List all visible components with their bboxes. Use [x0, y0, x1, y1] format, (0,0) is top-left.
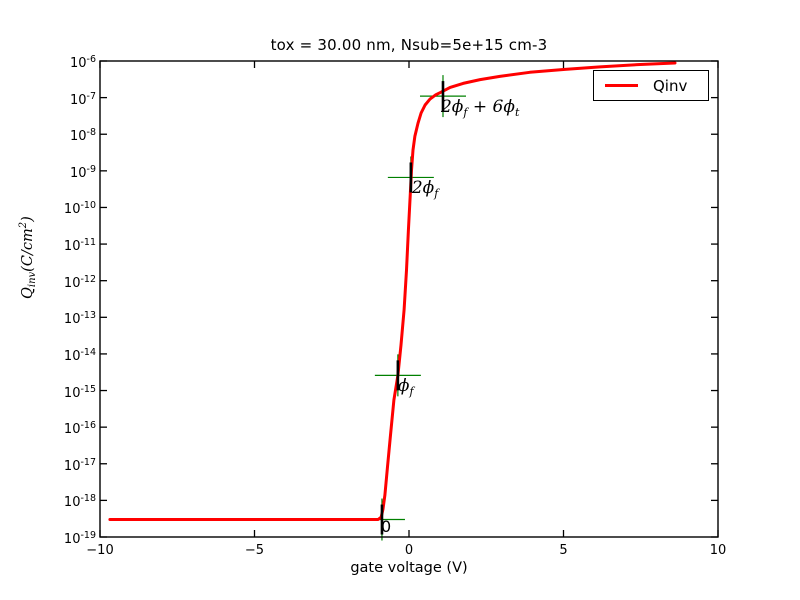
qinv-curve: [108, 61, 677, 521]
annotation-label: 2ϕf + 6ϕt: [440, 97, 520, 120]
legend-line-sample: [605, 84, 638, 87]
annotation-label: ϕf: [397, 376, 414, 399]
plot-border: [99, 60, 719, 538]
y-tick-label: 10-17: [63, 456, 96, 474]
legend: Qinv: [593, 70, 709, 101]
y-tick-label: 10-18: [63, 493, 96, 511]
y-tick-label: 10-14: [63, 346, 96, 364]
y-tick-label: 10-13: [63, 310, 96, 328]
y-tick-label: 10-16: [63, 420, 96, 438]
x-tick-label: 10: [709, 543, 727, 558]
y-tick-label: 10-11: [63, 237, 96, 255]
y-tick-label: 10-19: [63, 530, 96, 547]
y-tick-label: 10-6: [69, 54, 96, 71]
y-tick-label: 10-8: [69, 127, 96, 145]
y-tick-label: 10-10: [63, 200, 96, 218]
x-axis-label: gate voltage (V): [350, 560, 468, 576]
annotation-label: 2ϕf: [411, 178, 439, 201]
x-tick-label: 5: [559, 543, 568, 558]
y-tick-label: 10-9: [69, 163, 96, 181]
y-tick-label: 10-15: [63, 383, 96, 401]
annotation-label: 0: [380, 516, 392, 536]
y-tick-label: 10-12: [63, 273, 96, 291]
legend-label: Qinv: [653, 76, 688, 95]
y-tick-label: 10-7: [69, 90, 96, 108]
x-tick-label: −5: [244, 543, 265, 558]
chart-title: tox = 30.00 nm, Nsub=5e+15 cm-3: [270, 36, 548, 54]
x-tick-label: 0: [404, 543, 414, 558]
x-tick-label: −10: [86, 543, 114, 558]
